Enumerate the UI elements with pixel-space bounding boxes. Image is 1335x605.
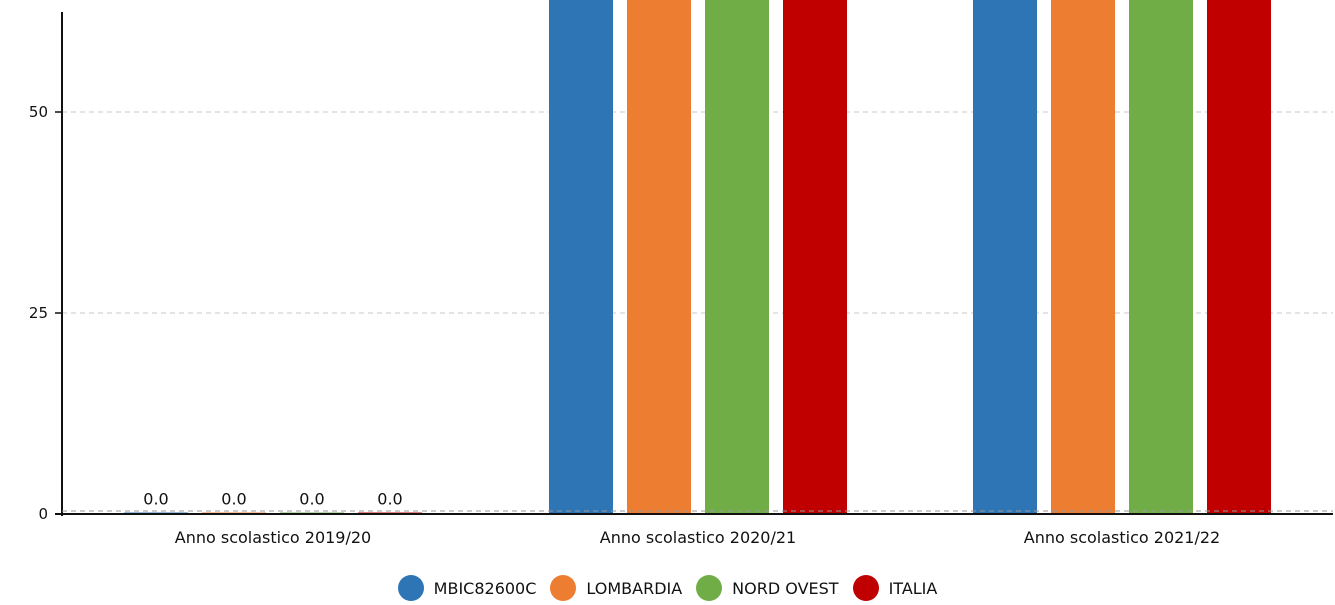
bar <box>705 0 769 514</box>
axes: 0255075100125150175200225Anno scolastico… <box>29 12 1333 547</box>
bar-value-label: 0.0 <box>377 490 402 509</box>
bar <box>1207 0 1271 514</box>
y-tick-label: 0 <box>38 505 48 523</box>
legend-label: ITALIA <box>888 578 938 598</box>
grid-lines <box>62 111 1333 314</box>
bar <box>627 0 691 514</box>
y-tick-label: 25 <box>29 304 48 322</box>
bar <box>1051 0 1115 514</box>
legend-item[interactable]: ITALIA <box>852 575 938 601</box>
legend-item[interactable]: LOMBARDIA <box>550 575 682 601</box>
legend-swatch <box>550 575 577 601</box>
bar <box>1129 0 1193 514</box>
y-tick-label: 50 <box>29 103 48 121</box>
x-tick-label: Anno scolastico 2020/21 <box>600 528 796 547</box>
bar <box>783 0 847 514</box>
bar-chart-svg: 0.00.00.00.0210.9201.9200.3192.5215.8203… <box>29 0 1333 547</box>
legend-swatch <box>397 575 424 601</box>
bar-value-label: 0.0 <box>299 490 324 509</box>
bar <box>973 0 1037 514</box>
x-tick-label: Anno scolastico 2021/22 <box>1024 528 1220 547</box>
legend-label: MBIC82600C <box>433 578 537 598</box>
legend-item[interactable]: NORD OVEST <box>696 575 839 601</box>
bar-value-label: 0.0 <box>143 490 168 509</box>
legend-label: NORD OVEST <box>732 578 839 598</box>
legend-swatch <box>852 575 879 601</box>
x-tick-label: Anno scolastico 2019/20 <box>175 528 371 547</box>
bars <box>124 0 1271 514</box>
bar <box>549 0 613 514</box>
legend-item[interactable]: MBIC82600C <box>397 575 537 601</box>
legend-swatch <box>696 575 723 601</box>
bar-value-label: 0.0 <box>221 490 246 509</box>
value-labels: 0.00.00.00.0210.9201.9200.3192.5215.8203… <box>143 490 402 509</box>
legend: MBIC82600C LOMBARDIA NORD OVEST ITALIA <box>0 575 1335 601</box>
legend-label: LOMBARDIA <box>586 578 683 598</box>
